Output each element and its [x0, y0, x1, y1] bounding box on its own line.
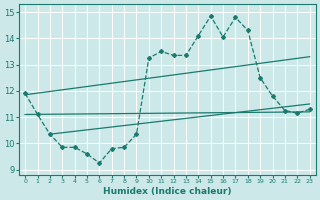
X-axis label: Humidex (Indice chaleur): Humidex (Indice chaleur)	[103, 187, 232, 196]
